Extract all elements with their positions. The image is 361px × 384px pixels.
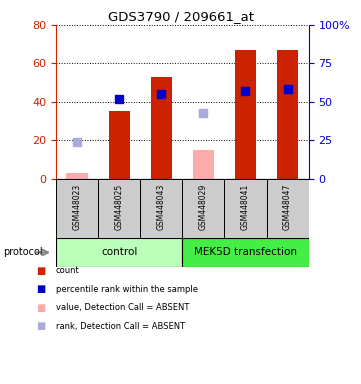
Text: GSM448025: GSM448025 bbox=[115, 184, 123, 230]
Point bbox=[285, 86, 291, 93]
Text: control: control bbox=[101, 247, 137, 258]
Text: protocol: protocol bbox=[4, 247, 43, 258]
Text: rank, Detection Call = ABSENT: rank, Detection Call = ABSENT bbox=[56, 321, 185, 331]
Bar bbox=[235, 50, 256, 179]
Text: value, Detection Call = ABSENT: value, Detection Call = ABSENT bbox=[56, 303, 189, 312]
Point bbox=[243, 88, 248, 94]
Text: count: count bbox=[56, 266, 80, 275]
Text: GSM448041: GSM448041 bbox=[241, 184, 250, 230]
Point bbox=[116, 96, 122, 102]
Bar bbox=[225, 179, 266, 238]
Text: GSM448043: GSM448043 bbox=[157, 184, 166, 230]
Text: GSM448047: GSM448047 bbox=[283, 184, 292, 230]
Point bbox=[200, 109, 206, 116]
Text: percentile rank within the sample: percentile rank within the sample bbox=[56, 285, 198, 294]
Bar bbox=[151, 77, 172, 179]
Text: GSM448023: GSM448023 bbox=[73, 184, 82, 230]
Text: ■: ■ bbox=[36, 284, 45, 294]
Text: GDS3790 / 209661_at: GDS3790 / 209661_at bbox=[108, 10, 253, 23]
Bar bbox=[56, 238, 182, 267]
Bar bbox=[193, 150, 214, 179]
Bar bbox=[140, 179, 182, 238]
Bar bbox=[182, 179, 225, 238]
Bar bbox=[56, 179, 98, 238]
Text: GSM448029: GSM448029 bbox=[199, 184, 208, 230]
Text: ■: ■ bbox=[36, 321, 45, 331]
Point bbox=[158, 91, 164, 97]
Bar bbox=[277, 50, 298, 179]
Text: ■: ■ bbox=[36, 303, 45, 313]
Bar bbox=[182, 238, 309, 267]
Bar bbox=[266, 179, 309, 238]
Text: ■: ■ bbox=[36, 266, 45, 276]
Point bbox=[74, 139, 80, 145]
Bar bbox=[98, 179, 140, 238]
Text: MEK5D transfection: MEK5D transfection bbox=[194, 247, 297, 258]
Bar bbox=[66, 173, 87, 179]
Bar bbox=[109, 111, 130, 179]
